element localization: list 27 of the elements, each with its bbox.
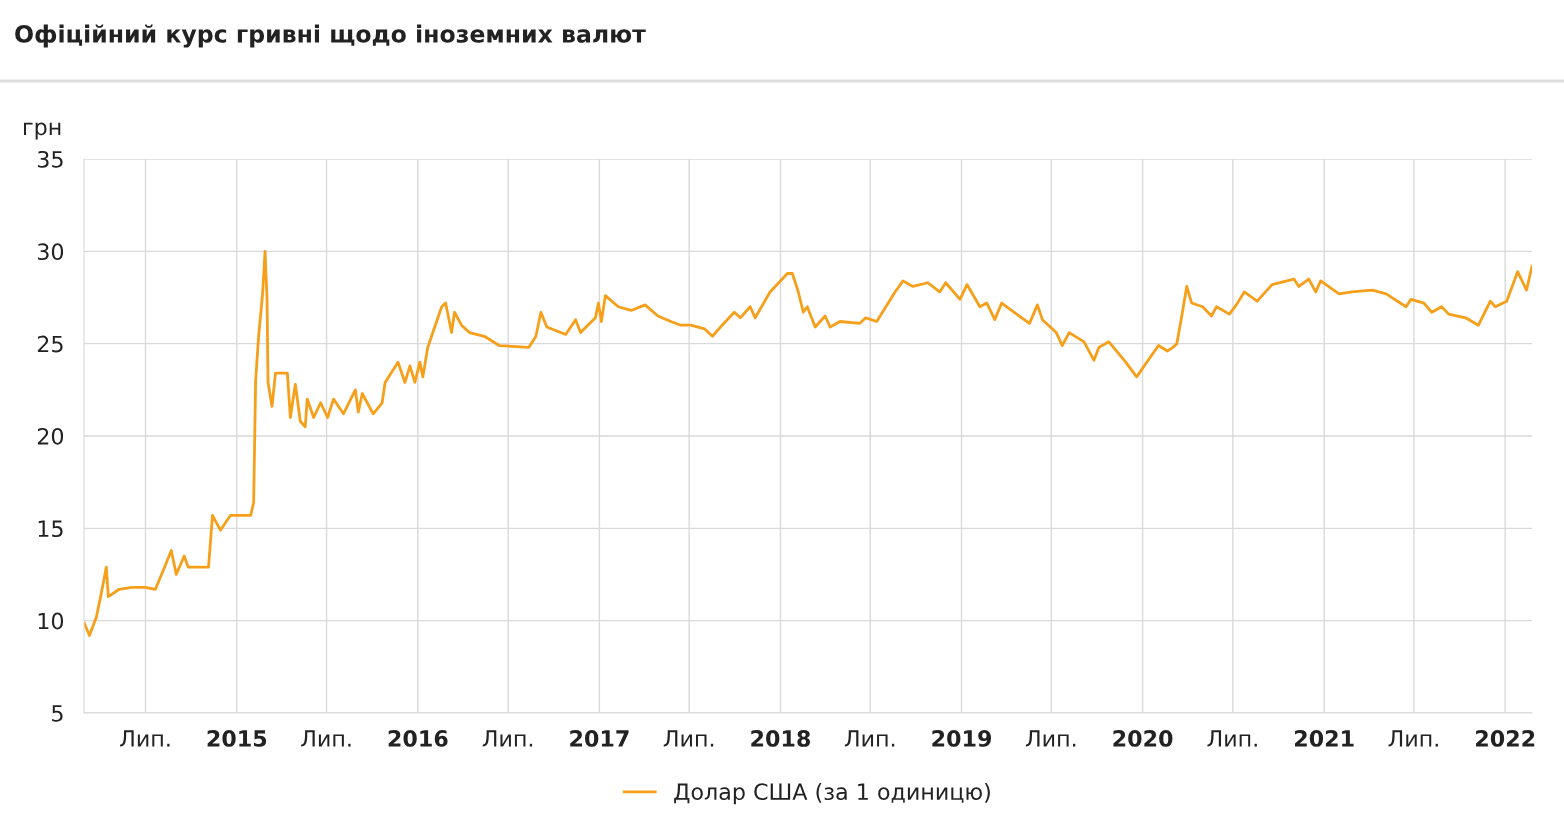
y-tick-label: 35 [37, 150, 63, 168]
x-tick-label: 2021 [1294, 730, 1354, 747]
x-tick-label: 2016 [388, 730, 448, 747]
x-tick-label: Лип. [301, 730, 351, 747]
line-series [84, 249, 1532, 637]
x-tick-label: Лип. [1388, 730, 1438, 747]
x-tick-label: Лип. [844, 730, 895, 747]
x-tick-label: Лип. [1025, 730, 1076, 747]
y-tick-label: 25 [37, 335, 63, 353]
y-tick-label: 30 [37, 243, 64, 261]
x-tick-label: Лип. [482, 730, 533, 747]
x-tick-label: 2019 [932, 730, 992, 747]
x-tick-label: 2020 [1113, 730, 1173, 747]
x-tick-label: 2015 [207, 730, 267, 747]
y-axis-title: грн [23, 122, 61, 140]
y-tick-label: 5 [52, 705, 63, 722]
y-tick-label: 15 [38, 520, 63, 538]
x-tick-label: 2018 [751, 730, 811, 747]
x-tick-label: 2022 [1476, 730, 1535, 747]
x-tick-label: Лип. [1207, 730, 1257, 747]
x-tick-label: 2017 [570, 730, 629, 747]
y-tick-label: 10 [38, 612, 64, 630]
y-tick-label: 20 [37, 427, 64, 445]
x-tick-label: Лип. [120, 730, 170, 747]
chart-title: Офіційний курс гривні щодо іноземних валют [15, 24, 646, 48]
legend-label: Долар США (за 1 одиницю) [674, 782, 990, 805]
x-tick-label: Лип. [663, 730, 714, 747]
